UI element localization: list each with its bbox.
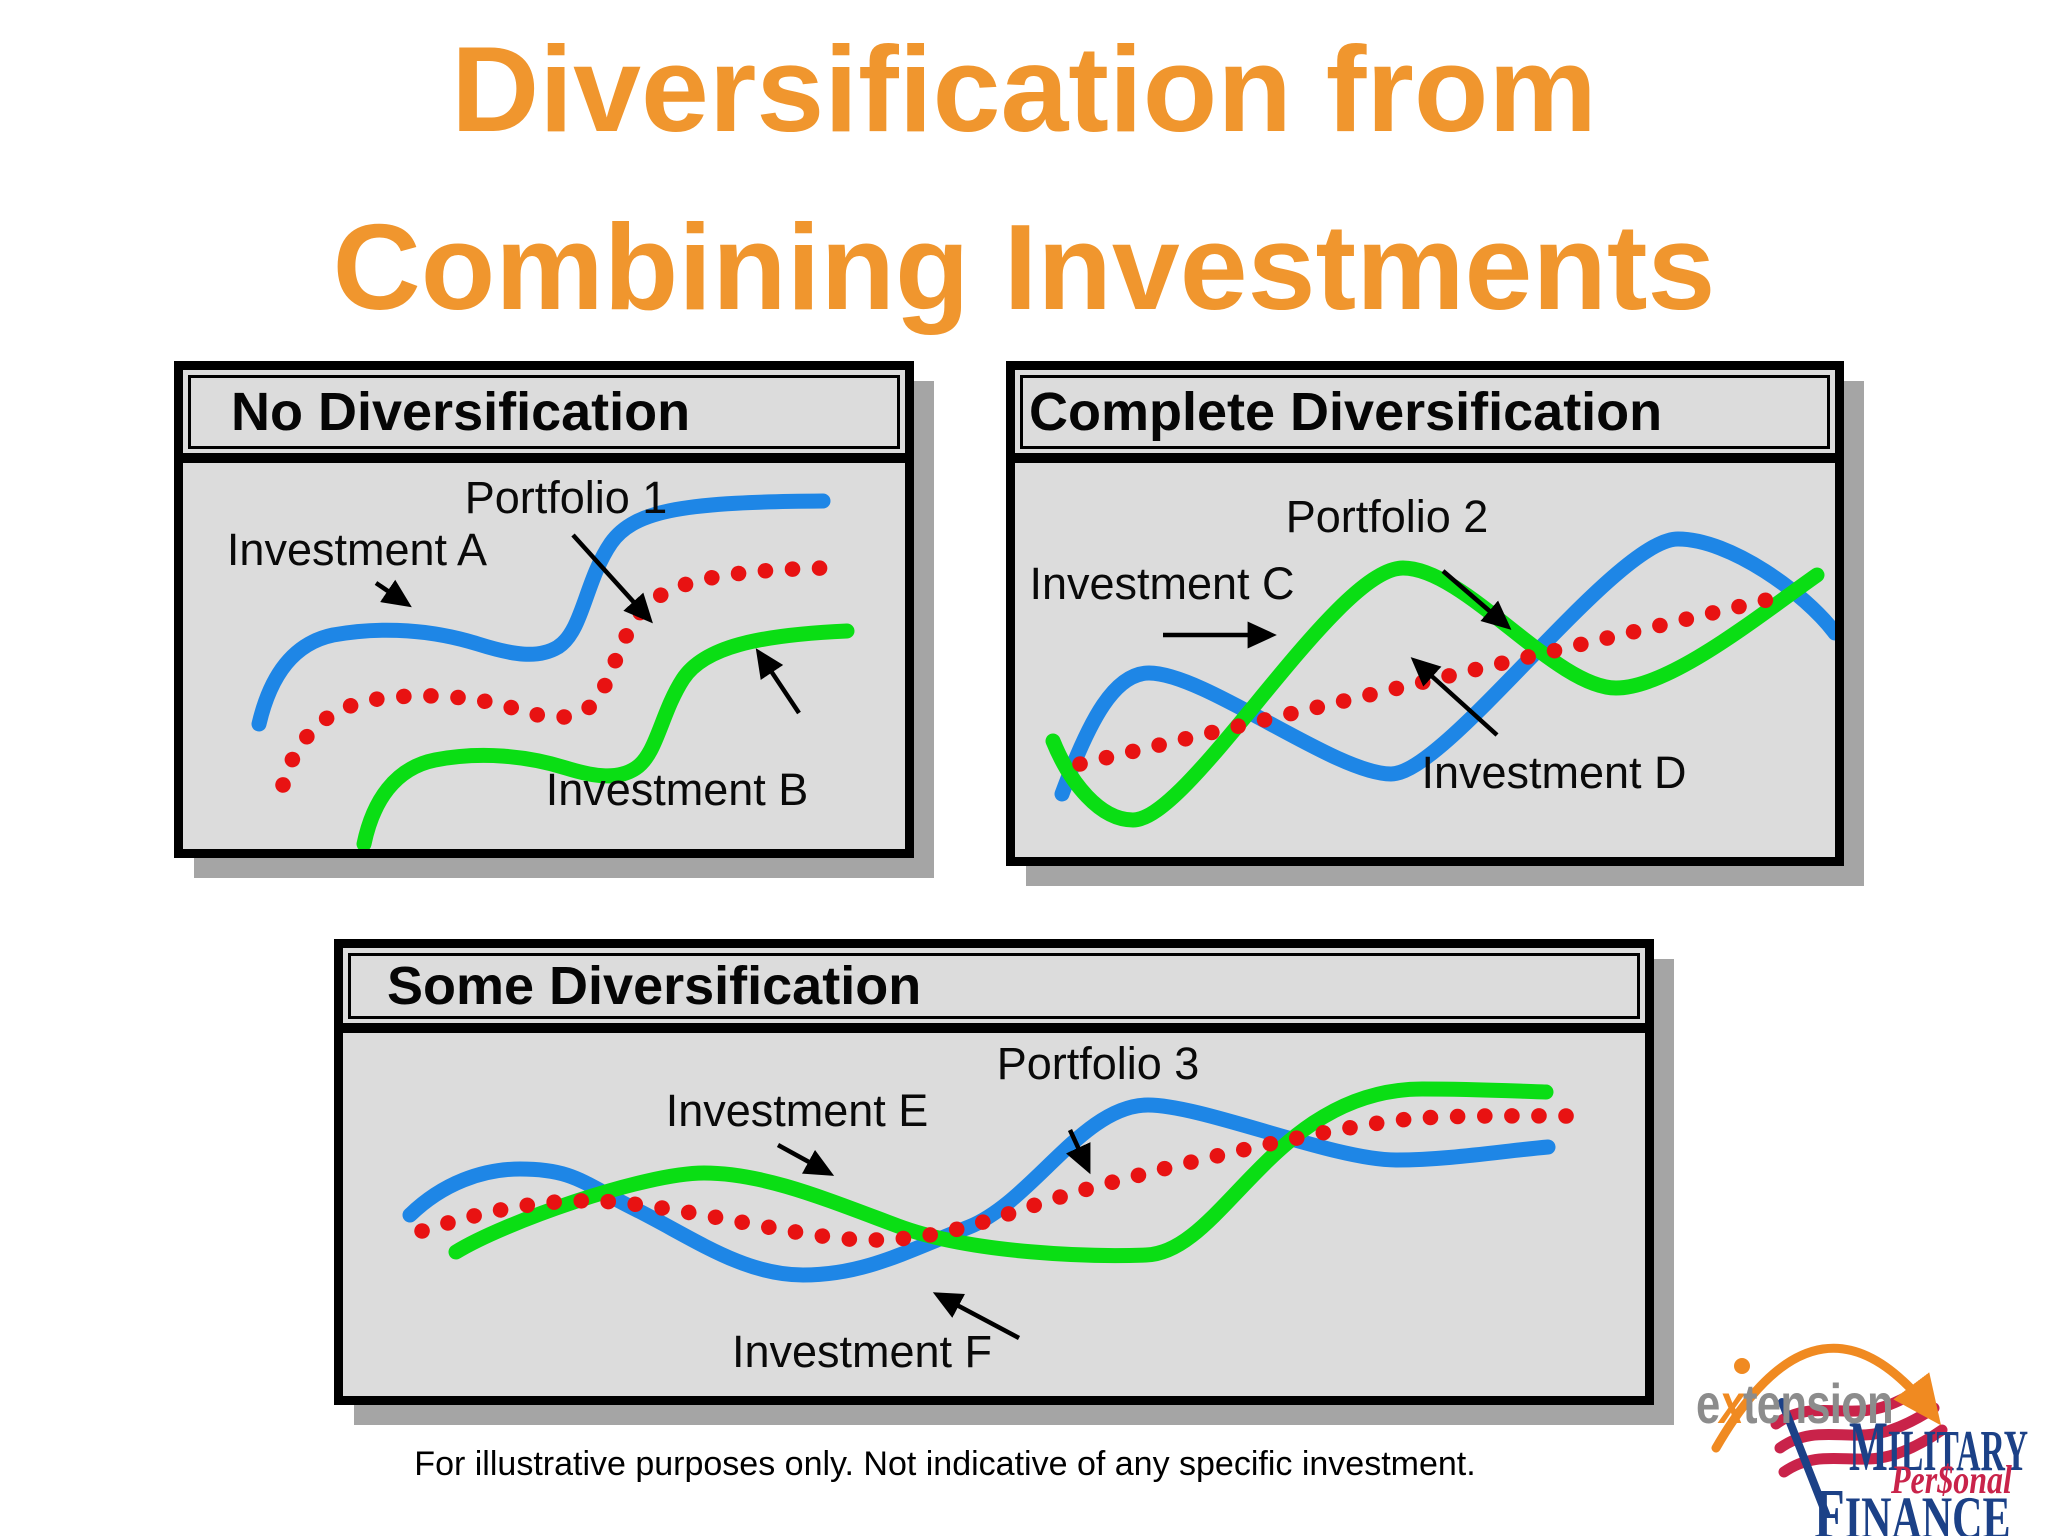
investment-b-arrow (755, 648, 801, 715)
header-divider (1015, 453, 1835, 463)
some-diversification-chart (402, 1081, 1582, 1340)
investment-e-label: Investment E (665, 1085, 929, 1136)
investment-d-label: Investment D (1421, 747, 1687, 798)
investment-f-label: Investment F (731, 1326, 993, 1377)
portfolio-2-label: Portfolio 2 (1285, 491, 1489, 542)
panel-some-diversification: Some Diversification Portfolio 3 Investm… (334, 939, 1654, 1405)
portfolio-2-arrow (1441, 569, 1512, 630)
portfolio-3-label: Portfolio 3 (996, 1038, 1200, 1089)
extension-military-personal-finance-logo: extension MILITARY Per$onal FINANCE (1686, 1336, 2048, 1536)
finance-wordmark: FINANCE (1814, 1474, 2011, 1536)
extension-swoosh-arrow-icon (1711, 1343, 1942, 1453)
header-divider (343, 1023, 1645, 1033)
slide-title-line2: Combining Investments (332, 199, 1716, 335)
header-divider (183, 453, 905, 463)
logo-artwork (1711, 1343, 1948, 1518)
military-wordmark: MILITARY (1849, 1408, 2028, 1486)
panel-header-label: Complete Diversification (1029, 382, 1663, 442)
investment-a-arrow (374, 579, 412, 608)
portfolio-1-label: Portfolio 1 (464, 472, 668, 523)
investment-b-curve (356, 623, 855, 849)
portfolio-1-dotted-curve (275, 560, 836, 793)
slide-title: Diversification from Combining Investmen… (0, 0, 2048, 356)
investment-b-label: Investment B (545, 764, 809, 815)
panel-header-label: Some Diversification (387, 956, 922, 1016)
extension-letters-rest: tension (1743, 1372, 1894, 1435)
portfolio-1-arrow (571, 533, 653, 624)
panel-some-diversification-header: Some Diversification (348, 953, 1640, 1019)
investment-a-label: Investment A (226, 524, 488, 575)
slide-title-line1: Diversification from (451, 21, 1597, 157)
extension-letter-x: x (1719, 1372, 1744, 1435)
investment-f-arrow (932, 1292, 1021, 1340)
investment-e-arrow (776, 1143, 835, 1176)
panel-complete-diversification: Complete Diversification Portfolio 2 Inv… (1006, 361, 1844, 866)
extension-wordmark: extension (1696, 1376, 1894, 1432)
investment-c-curve (1054, 531, 1835, 802)
investment-d-arrow (1410, 657, 1499, 737)
personal-wordmark: Per$onal (1891, 1457, 2012, 1502)
investment-e-curve (448, 1081, 1554, 1263)
portfolio-3-dotted-curve (414, 1108, 1582, 1248)
no-diversification-chart (251, 493, 855, 849)
disclaimer-text: For illustrative purposes only. Not indi… (414, 1445, 1476, 1483)
extension-x-dot-icon (1734, 1358, 1750, 1374)
investment-a-curve (251, 493, 831, 732)
panel-no-diversification: No Diversification Portfolio 1 Investmen… (174, 361, 914, 858)
panel-complete-diversification-header: Complete Diversification (1020, 375, 1830, 449)
panel-header-label: No Diversification (231, 382, 691, 442)
extension-letter-e: e (1696, 1372, 1720, 1435)
investment-c-label: Investment C (1029, 558, 1295, 609)
flag-pole (1778, 1398, 1830, 1518)
complete-diversification-chart (1045, 531, 1835, 828)
portfolio-3-arrow (1065, 1129, 1091, 1175)
panel-no-diversification-header: No Diversification (188, 375, 900, 449)
investment-d-curve (1045, 560, 1825, 828)
flag-stripe (1778, 1424, 1948, 1478)
